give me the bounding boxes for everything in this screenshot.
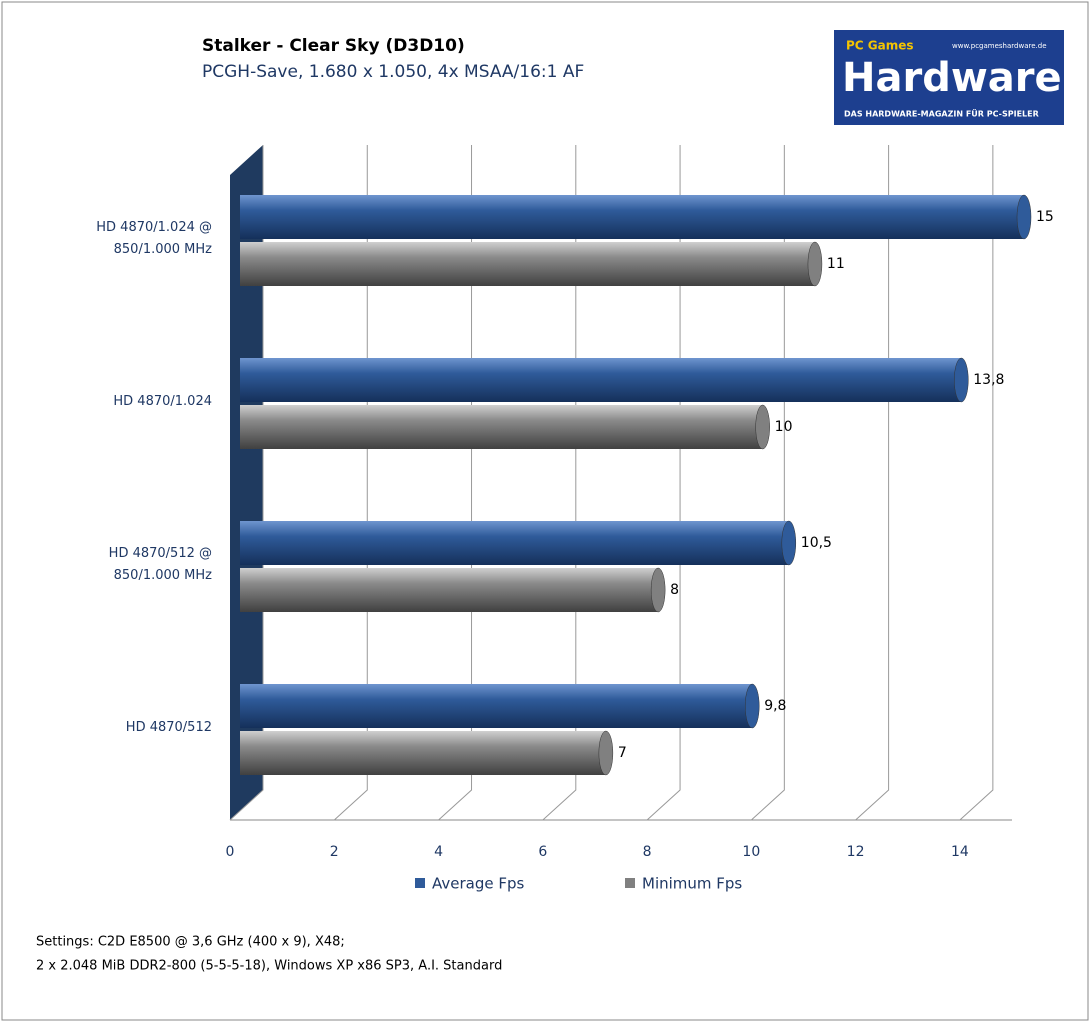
note: Settings: C2D E8500 @ 3,6 GHz (400 x 9),… [36,935,345,950]
value-label: 15 [1036,209,1054,225]
logo-tagline: DAS HARDWARE-MAGAZIN FÜR PC-SPIELER [844,109,1039,119]
bar-cap [781,520,797,566]
value-label: 13,8 [973,372,1004,388]
chart-subtitle: PCGH-Save, 1.680 x 1.050, 4x MSAA/16:1 A… [202,62,584,82]
value-label: 9,8 [764,698,786,714]
logo-url: www.pcgameshardware.de [952,42,1047,50]
logo-name: Hardware [842,55,1062,101]
category-label: HD 4870/1.024 @ 850/1.000 MHz [96,220,212,257]
bar [240,521,789,565]
x-tick-label: 2 [330,844,339,860]
grid-line [959,145,994,821]
category-label: HD 4870/1.024 [113,394,212,409]
bar [240,358,962,402]
bar [240,731,606,775]
legend-swatch [625,878,635,888]
bar [240,195,1024,239]
legend-label: Average Fps [432,875,525,893]
logo-box [834,30,1064,125]
x-tick-label: 10 [742,844,760,860]
bar-cap [954,357,969,403]
chart-title: Stalker - Clear Sky (D3D10) [202,36,465,56]
x-tick-label: 6 [538,844,547,860]
side-wall [230,145,263,820]
bar [240,405,763,449]
x-tick-label: 14 [951,844,969,860]
bar-cap [807,241,823,287]
x-tick-label: 12 [847,844,865,860]
category-label: HD 4870/512 [125,720,212,735]
value-label: 10 [775,419,793,435]
bar-cap [744,683,760,729]
logo: PC Games www.pcgameshardware.de Hardware… [834,30,1064,125]
value-label: 7 [618,745,627,761]
note: 2 x 2.048 MiB DDR2-800 (5-5-5-18), Windo… [36,959,502,974]
category-label: HD 4870/512 @ 850/1.000 MHz [108,546,212,583]
bar-cap [1016,194,1032,240]
bar-cap [598,730,614,776]
value-label: 8 [670,582,679,598]
x-tick-label: 8 [643,844,652,860]
bar [240,684,753,728]
x-tick-label: 4 [434,844,443,860]
value-label: 10,5 [801,535,832,551]
legend-label: Minimum Fps [642,875,742,893]
x-tick-label: 0 [226,844,235,860]
bar-cap [650,567,666,613]
bar [240,242,815,286]
legend-swatch [415,878,425,888]
logo-brand: PC Games [846,39,914,53]
bar-cap [755,404,770,450]
value-label: 11 [827,256,845,272]
bar [240,568,659,612]
